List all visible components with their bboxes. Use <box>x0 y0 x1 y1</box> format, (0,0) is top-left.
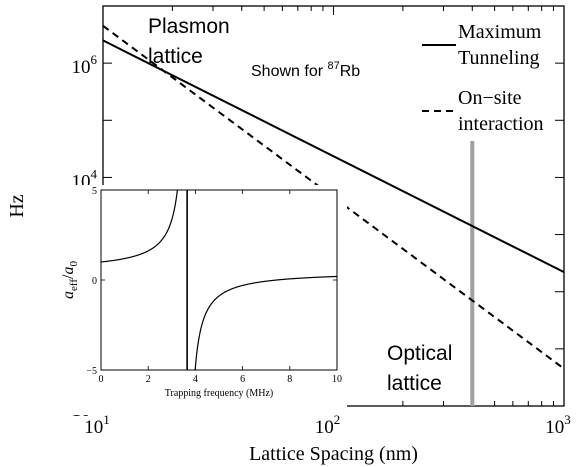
x-tick-label-exponent: 2 <box>334 412 341 427</box>
main-y-axis-label: Hz <box>6 194 28 217</box>
x-tick-label-base: 10 <box>545 417 564 438</box>
x-tick-label-base: 10 <box>315 417 334 438</box>
inset-curve-left-branch <box>100 189 178 263</box>
x-tick-label: 103 <box>545 412 571 438</box>
inset-y-tick-label: −5 <box>86 366 97 377</box>
inset-x-tick-label: 4 <box>193 374 198 385</box>
optical-lattice-label-line1: Optical <box>387 342 452 365</box>
shown-for-annotation: Shown for 87Rb <box>251 60 360 80</box>
inset-y-label-denominator-sub: 0 <box>68 261 80 267</box>
inset-y-label-numerator-sub: eff <box>68 279 80 291</box>
inset-x-tick-label: 6 <box>240 374 245 385</box>
shown-for-element: Rb <box>340 63 361 80</box>
legend-label-interaction-line2: interaction <box>458 113 544 135</box>
x-tick-label-base: 10 <box>84 417 103 438</box>
inset-x-axis-label: Trapping frequency (MHz) <box>165 388 274 399</box>
inset-x-tick-label: 2 <box>146 374 151 385</box>
inset-y-label-numerator: a <box>60 291 77 299</box>
legend-label-interaction-line1: On−site <box>458 87 522 109</box>
inset-y-tick-label: 0 <box>92 276 97 287</box>
y-tick-label: 106 <box>72 52 98 78</box>
inset-chart: 0 2 4 6 8 10−505 Trapping frequency (MHz) aef… <box>55 185 347 415</box>
x-tick-label: 102 <box>315 412 341 438</box>
legend-label-tunneling-line2: Tunneling <box>458 47 540 69</box>
inset-y-tick-label: 5 <box>92 186 97 197</box>
inset-background <box>55 185 347 415</box>
legend-label-tunneling-line1: Maximum <box>458 21 542 43</box>
shown-for-text: Shown for <box>251 63 327 80</box>
inset-curve-right-branch <box>194 275 337 371</box>
y-tick-label-exponent: 6 <box>91 52 98 67</box>
inset-y-label-denominator: a <box>60 267 77 275</box>
y-tick-label-base: 10 <box>72 57 91 78</box>
plasmon-lattice-label-line1: Plasmon <box>148 15 230 38</box>
legend: Maximum Tunneling On−site interaction <box>422 21 544 135</box>
inset-tick-labels: 0 2 4 6 8 10−505 <box>86 186 342 385</box>
inset-x-tick-label: 8 <box>287 374 292 385</box>
inset-y-label-slash: / <box>60 274 77 279</box>
optical-lattice-label-line2: lattice <box>387 372 442 395</box>
inset-x-tick-label: 10 <box>332 374 342 385</box>
x-tick-label-exponent: 1 <box>103 412 110 427</box>
inset-y-axis-label: aeff/a0 <box>60 261 80 299</box>
y-tick-label-exponent: 4 <box>91 166 98 181</box>
main-series <box>102 24 565 370</box>
x-tick-label-exponent: 3 <box>564 412 571 427</box>
plasmon-lattice-label-line2: lattice <box>148 45 203 68</box>
main-chart: 101102103100102104106 Lattice Spacing (n… <box>6 5 571 465</box>
series-line-tunneling <box>102 39 565 273</box>
x-tick-label: 101 <box>84 412 110 438</box>
main-x-axis-label: Lattice Spacing (nm) <box>249 443 418 465</box>
shown-for-isotope-mass: 87 <box>327 60 339 72</box>
inset-x-tick-label: 0 <box>99 374 104 385</box>
